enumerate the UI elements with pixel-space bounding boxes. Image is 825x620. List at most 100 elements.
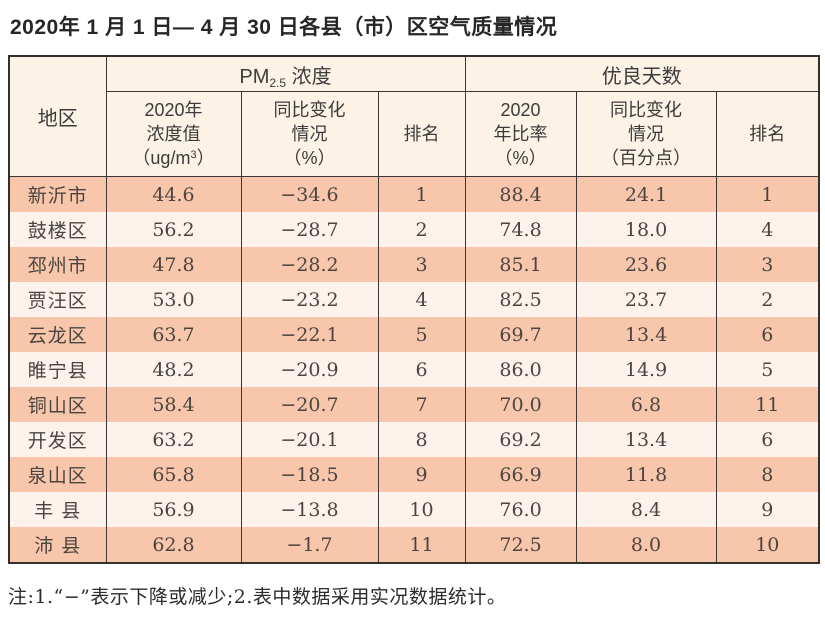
rank-cell: 4 bbox=[715, 212, 820, 247]
ratio-change-cell: 8.0 bbox=[575, 527, 717, 563]
ratio-change-cell: 13.4 bbox=[575, 422, 717, 457]
region-cell: 睢宁县 bbox=[8, 352, 107, 387]
col-header-region: 地区 bbox=[8, 56, 107, 177]
rank-cell: 6 bbox=[715, 317, 820, 352]
col-header-pm-value: 2020年 浓度值 （ug/m3） bbox=[105, 91, 242, 177]
region-cell: 开发区 bbox=[8, 422, 107, 457]
col-header-pm-change: 同比变化 情况 （%） bbox=[240, 91, 379, 177]
region-cell: 邳州市 bbox=[8, 247, 107, 282]
pm-value-cell: 47.8 bbox=[105, 247, 242, 282]
col-header-good-ratio: 2020 年比率 （%） bbox=[464, 91, 577, 177]
ratio-cell: 66.9 bbox=[464, 457, 577, 492]
ratio-change-cell: 8.4 bbox=[575, 492, 717, 527]
pm-change-cell: −1.7 bbox=[240, 527, 379, 563]
pm-rank-cell: 2 bbox=[377, 212, 466, 247]
pm-change-cell: −20.9 bbox=[240, 352, 379, 387]
ratio-change-cell: 11.8 bbox=[575, 457, 717, 492]
pm-value-cell: 48.2 bbox=[105, 352, 242, 387]
pm-rank-cell: 10 bbox=[377, 492, 466, 527]
pm-value-cell: 63.7 bbox=[105, 317, 242, 352]
pm-rank-cell: 5 bbox=[377, 317, 466, 352]
table-row: 云龙区 63.7 −22.1 5 69.7 13.4 6 bbox=[8, 317, 820, 352]
pm-change-cell: −28.7 bbox=[240, 212, 379, 247]
footnote: 注:1.“−”表示下降或减少;2.表中数据采用实况数据统计。 bbox=[8, 586, 507, 608]
rank-cell: 9 bbox=[715, 492, 820, 527]
ratio-change-cell: 23.6 bbox=[575, 247, 717, 282]
pm-value-cell: 56.9 bbox=[105, 492, 242, 527]
cubic-superscript: 3 bbox=[190, 149, 197, 162]
pm-rank-cell: 3 bbox=[377, 247, 466, 282]
ratio-cell: 82.5 bbox=[464, 282, 577, 317]
region-cell: 云龙区 bbox=[8, 317, 107, 352]
ratio-cell: 88.4 bbox=[464, 176, 577, 212]
region-cell: 新沂市 bbox=[8, 176, 107, 212]
table-row: 丰 县 56.9 −13.8 10 76.0 8.4 9 bbox=[8, 492, 820, 527]
ratio-cell: 76.0 bbox=[464, 492, 577, 527]
pm25-label-prefix: PM bbox=[239, 65, 270, 88]
rank-cell: 2 bbox=[715, 282, 820, 317]
table-header: 地区 PM2.5 浓度 优良天数 2020年 浓度值 （ug/m3） 同比变化 … bbox=[8, 56, 820, 177]
ratio-change-cell: 13.4 bbox=[575, 317, 717, 352]
ratio-cell: 70.0 bbox=[464, 387, 577, 422]
pm-value-cell: 53.0 bbox=[105, 282, 242, 317]
rank-cell: 1 bbox=[715, 176, 820, 212]
pm-rank-cell: 8 bbox=[377, 422, 466, 457]
rank-cell: 8 bbox=[715, 457, 820, 492]
header-sub-row: 2020年 浓度值 （ug/m3） 同比变化 情况 （%） 排名 2020 年比… bbox=[9, 91, 820, 177]
ratio-change-cell: 24.1 bbox=[575, 176, 717, 212]
table-row: 开发区 63.2 −20.1 8 69.2 13.4 6 bbox=[8, 422, 820, 457]
table-row: 沛 县 62.8 −1.7 11 72.5 8.0 10 bbox=[8, 527, 820, 563]
ratio-change-cell: 23.7 bbox=[575, 282, 717, 317]
rank-cell: 10 bbox=[715, 527, 820, 563]
pm-change-cell: −22.1 bbox=[240, 317, 379, 352]
pm25-subscript: 2.5 bbox=[269, 75, 287, 90]
pm-change-cell: −34.6 bbox=[240, 176, 379, 212]
col-header-good-rank: 排名 bbox=[715, 91, 820, 177]
pm-change-cell: −20.1 bbox=[240, 422, 379, 457]
pm-value-cell: 63.2 bbox=[105, 422, 242, 457]
rank-cell: 5 bbox=[715, 352, 820, 387]
pm-value-cell: 44.6 bbox=[105, 176, 242, 212]
ratio-change-cell: 14.9 bbox=[575, 352, 717, 387]
table-row: 邳州市 47.8 −28.2 3 85.1 23.6 3 bbox=[8, 247, 820, 282]
pm-value-cell: 56.2 bbox=[105, 212, 242, 247]
page-title: 2020年 1 月 1 日— 4 月 30 日各县（市）区空气质量情况 bbox=[10, 16, 558, 39]
col-group-pm25: PM2.5 浓度 bbox=[105, 56, 466, 92]
region-cell: 贾汪区 bbox=[8, 282, 107, 317]
region-cell: 铜山区 bbox=[8, 387, 107, 422]
ratio-cell: 74.8 bbox=[464, 212, 577, 247]
air-quality-table: 地区 PM2.5 浓度 优良天数 2020年 浓度值 （ug/m3） 同比变化 … bbox=[8, 55, 821, 564]
table-row: 铜山区 58.4 −20.7 7 70.0 6.8 11 bbox=[8, 387, 820, 422]
col-group-good-days: 优良天数 bbox=[464, 56, 820, 92]
ratio-cell: 85.1 bbox=[464, 247, 577, 282]
col-header-good-change: 同比变化 情况 （百分点） bbox=[575, 91, 717, 177]
pm-value-cell: 58.4 bbox=[105, 387, 242, 422]
pm-value-cell: 65.8 bbox=[105, 457, 242, 492]
pm-rank-cell: 9 bbox=[377, 457, 466, 492]
rank-cell: 6 bbox=[715, 422, 820, 457]
pm-rank-cell: 11 bbox=[377, 527, 466, 563]
rank-cell: 11 bbox=[715, 387, 820, 422]
header-group-row: 地区 PM2.5 浓度 优良天数 bbox=[8, 56, 820, 177]
region-cell: 丰 县 bbox=[8, 492, 107, 527]
table-row: 睢宁县 48.2 −20.9 6 86.0 14.9 5 bbox=[8, 352, 820, 387]
pm-rank-cell: 7 bbox=[377, 387, 466, 422]
pm25-label-suffix: 浓度 bbox=[286, 65, 332, 88]
col-header-pm-rank: 排名 bbox=[377, 91, 466, 177]
ratio-cell: 69.2 bbox=[464, 422, 577, 457]
ratio-cell: 69.7 bbox=[464, 317, 577, 352]
ratio-change-cell: 6.8 bbox=[575, 387, 717, 422]
pm-value-cell: 62.8 bbox=[105, 527, 242, 563]
table-row: 贾汪区 53.0 −23.2 4 82.5 23.7 2 bbox=[8, 282, 820, 317]
pm-change-cell: −23.2 bbox=[240, 282, 379, 317]
pm-change-cell: −20.7 bbox=[240, 387, 379, 422]
region-cell: 泉山区 bbox=[8, 457, 107, 492]
ratio-change-cell: 18.0 bbox=[575, 212, 717, 247]
pm-rank-cell: 6 bbox=[377, 352, 466, 387]
table-row: 新沂市 44.6 −34.6 1 88.4 24.1 1 bbox=[8, 176, 820, 212]
ratio-cell: 72.5 bbox=[464, 527, 577, 563]
ratio-cell: 86.0 bbox=[464, 352, 577, 387]
table-body: 新沂市 44.6 −34.6 1 88.4 24.1 1 鼓楼区 56.2 −2… bbox=[8, 176, 820, 563]
pm-change-cell: −28.2 bbox=[240, 247, 379, 282]
